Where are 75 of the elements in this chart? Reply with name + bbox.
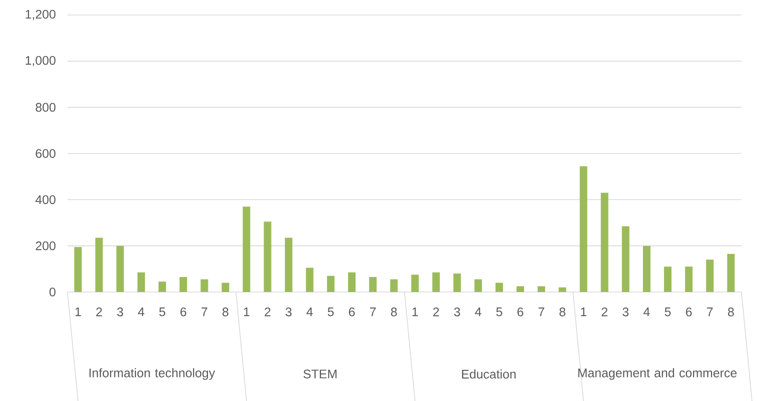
x-tick-label: 2 xyxy=(96,307,102,316)
bar xyxy=(390,279,398,292)
x-tick-label: 8 xyxy=(728,307,734,316)
x-tick-label: 2 xyxy=(433,307,439,316)
x-tick-label: 6 xyxy=(348,307,355,316)
x-tick-label: 1 xyxy=(412,307,418,316)
x-tick-label: 6 xyxy=(180,307,186,316)
x-tick-label: 5 xyxy=(328,307,334,316)
bar xyxy=(411,274,419,292)
bar xyxy=(538,286,546,292)
y-tick-label: 400 xyxy=(35,195,56,204)
bar xyxy=(558,287,566,292)
bar xyxy=(74,246,82,292)
x-tick-label: 3 xyxy=(454,307,460,316)
bar xyxy=(474,279,482,292)
bar xyxy=(284,238,292,292)
bar xyxy=(432,272,440,292)
y-tick-label: 600 xyxy=(36,148,56,158)
x-tick-label: 5 xyxy=(159,307,166,316)
text: STEM xyxy=(303,369,337,378)
bar xyxy=(306,268,314,292)
bar xyxy=(664,266,672,292)
bar xyxy=(180,276,188,292)
bar xyxy=(158,281,166,292)
bar xyxy=(600,192,608,292)
text: Education xyxy=(462,369,516,378)
bar xyxy=(327,276,335,292)
x-tick-label: 7 xyxy=(370,307,376,316)
bar xyxy=(348,272,356,292)
x-tick-label: 3 xyxy=(117,307,124,316)
x-tick-label: 1 xyxy=(580,307,586,316)
bar xyxy=(685,266,693,292)
y-tick-label: 200 xyxy=(36,241,56,250)
x-tick-label: 4 xyxy=(306,307,313,316)
x-tick-label: 2 xyxy=(602,307,608,316)
bar xyxy=(116,246,124,292)
bar xyxy=(453,273,461,292)
bar xyxy=(642,246,650,292)
x-tick-label: 1 xyxy=(244,307,250,316)
x-tick-label: 5 xyxy=(664,307,671,316)
bar xyxy=(496,282,503,292)
text: Management and commerce xyxy=(578,368,737,380)
x-tick-label: 5 xyxy=(496,307,502,316)
y-tick-label: 0 xyxy=(50,287,56,296)
y-tick-label: 1,200 xyxy=(26,10,56,20)
bar xyxy=(200,279,208,292)
x-tick-label: 6 xyxy=(686,307,692,316)
x-tick-label: 7 xyxy=(202,307,208,316)
x-tick-label: 2 xyxy=(264,307,270,316)
bar xyxy=(580,166,588,292)
x-tick-label: 8 xyxy=(560,307,566,316)
x-tick-label: 6 xyxy=(517,307,524,316)
bar xyxy=(137,272,145,292)
text: Information technology xyxy=(90,368,216,380)
bar xyxy=(222,282,230,292)
bar xyxy=(369,276,377,292)
bar xyxy=(264,221,272,292)
y-tick-label: 1,000 xyxy=(26,56,56,66)
x-tick-label: 3 xyxy=(286,307,292,316)
x-tick-label: 8 xyxy=(391,307,397,316)
x-tick-label: 7 xyxy=(538,307,544,316)
bar xyxy=(706,259,714,292)
y-tick-label: 800 xyxy=(36,102,56,112)
x-tick-label: 4 xyxy=(644,307,650,316)
x-tick-label: 3 xyxy=(622,307,629,316)
bar xyxy=(95,238,103,292)
bar xyxy=(516,286,524,292)
x-tick-label: 4 xyxy=(475,307,482,316)
x-tick-label: 1 xyxy=(75,307,81,316)
bar xyxy=(727,254,735,292)
x-tick-label: 4 xyxy=(138,307,144,316)
bar xyxy=(622,226,630,292)
x-tick-label: 8 xyxy=(222,307,228,316)
bar xyxy=(242,206,250,292)
x-tick-label: 7 xyxy=(707,307,713,316)
